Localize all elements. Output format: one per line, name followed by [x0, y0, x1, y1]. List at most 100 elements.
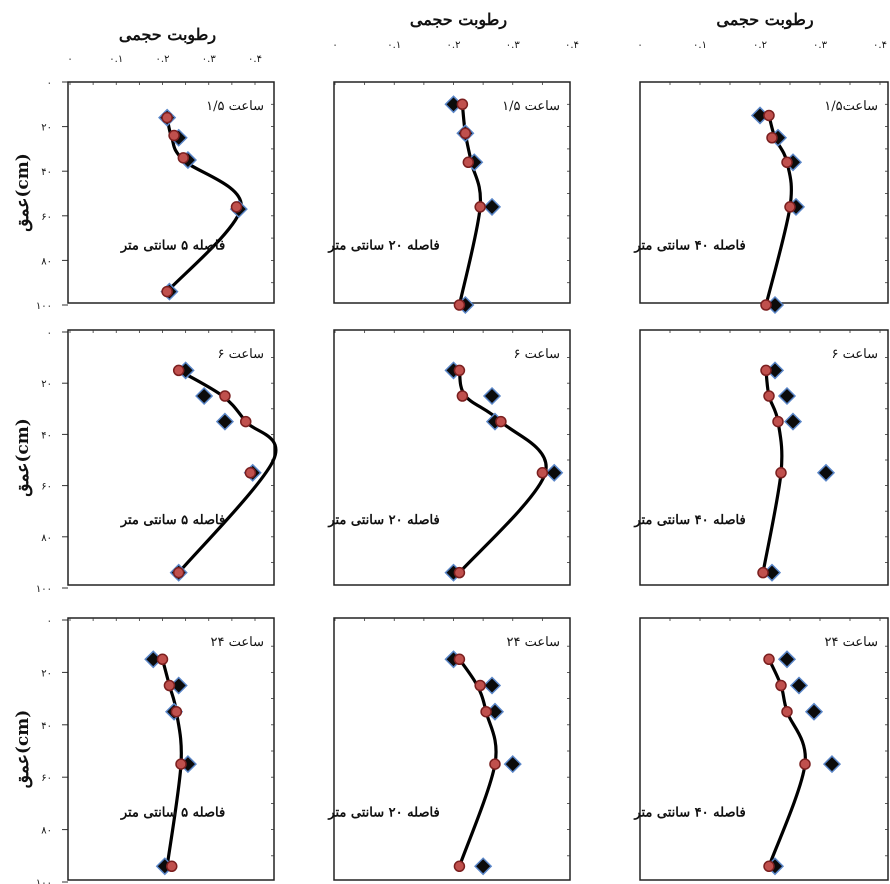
diamond-marker [777, 650, 797, 669]
diamond-marker [777, 386, 797, 406]
circle-marker [772, 415, 784, 428]
circle-marker [536, 467, 549, 479]
x-tick-label: ۰.۳ [202, 54, 217, 65]
y-tick-label: ۲۰ [41, 379, 52, 390]
y-tick-label: ۸۰ [41, 533, 52, 544]
circle-marker [177, 152, 190, 164]
circle-marker [161, 285, 173, 298]
circle-marker [775, 467, 787, 479]
x-tick-label: ۰.۳ [813, 40, 828, 51]
plot-frame [333, 81, 571, 304]
x-tick-label: ۰.۲ [753, 40, 767, 51]
spacing-label: فاصله ۴۰ سانتی متر [633, 806, 745, 821]
spacing-label: فاصله ۵ سانتی متر [120, 806, 225, 821]
fitted-curve [177, 368, 278, 575]
spacing-label: فاصله ۴۰ سانتی متر [633, 513, 745, 528]
circle-marker [170, 705, 183, 718]
diamond-marker [215, 412, 234, 431]
plot-frame [67, 81, 275, 304]
y-tick-label: ۶۰ [41, 212, 52, 223]
diamond-marker [482, 386, 502, 406]
circle-marker [489, 758, 501, 770]
circle-marker [456, 98, 469, 111]
y-tick-label: ۴۰ [41, 167, 52, 178]
y-axis-title-text: عمق(cm) [13, 418, 33, 497]
circle-marker [781, 705, 793, 718]
plot-frame [333, 329, 571, 586]
x-tick-label: ۰.۴ [565, 40, 579, 51]
circle-marker [219, 390, 231, 402]
y-tick-label: ۱۰۰ [36, 584, 52, 595]
circle-marker [760, 364, 772, 377]
circle-marker [784, 201, 796, 213]
y-tick-label: ۰ [47, 328, 52, 339]
spacing-label: فاصله ۲۰ سانتی متر [327, 238, 439, 253]
circle-marker [760, 299, 772, 311]
x-tick-label: ۰ [67, 54, 72, 65]
y-axis-title-text: عمق(cm) [13, 710, 33, 789]
circle-marker [799, 758, 811, 770]
y-tick-label: ۱۰۰ [36, 301, 52, 312]
plot-frame [639, 329, 889, 586]
circle-marker [453, 364, 466, 377]
x-tick-label: ۰.۴ [248, 54, 262, 65]
circle-marker [763, 390, 775, 402]
circle-marker [757, 566, 769, 579]
circle-marker [462, 156, 475, 169]
spacing-label: فاصله ۵ سانتی متر [120, 513, 225, 528]
circle-marker [156, 653, 169, 666]
circle-marker [474, 679, 486, 692]
x-tick-label: ۰ [637, 40, 642, 51]
y-tick-label: ۶۰ [41, 482, 52, 493]
diamond-marker [545, 463, 564, 482]
circle-marker [763, 860, 775, 873]
circle-marker [453, 299, 466, 311]
spacing-label: فاصله ۵ سانتی متر [120, 238, 225, 253]
y-tick-label: ۸۰ [41, 256, 52, 267]
y-axis-title: عمق(cm) [13, 418, 33, 497]
circle-marker [172, 566, 185, 579]
circle-marker [763, 109, 775, 122]
y-tick-label: ۲۰ [41, 668, 52, 679]
circle-marker [480, 705, 492, 718]
plot-frame [639, 617, 889, 881]
diamond-marker [503, 755, 522, 774]
x-tick-label: ۰.۴ [873, 40, 887, 51]
circle-marker [172, 364, 185, 377]
y-tick-label: ۴۰ [41, 430, 52, 441]
time-label: ۶ ساعت [831, 347, 878, 362]
y-axis-title-text: عمق(cm) [13, 153, 33, 232]
spacing-label: فاصله ۲۰ سانتی متر [327, 806, 439, 821]
circle-marker [766, 132, 778, 144]
circle-marker [161, 111, 173, 124]
y-tick-label: ۶۰ [41, 773, 52, 784]
circle-marker [495, 415, 507, 428]
circle-marker [244, 467, 257, 479]
y-axis-title: عمق(cm) [13, 710, 33, 789]
circle-marker [775, 679, 787, 692]
circle-marker [453, 860, 466, 873]
y-tick-label: ۲۰ [41, 123, 52, 134]
diamond-marker [474, 857, 493, 876]
y-tick-label: ۰ [47, 616, 52, 627]
x-tick-label: ۰.۲ [156, 54, 170, 65]
circle-marker [459, 127, 472, 140]
time-label: ۱/۵ ساعت [502, 99, 560, 114]
circle-marker [240, 415, 252, 428]
x-axis-title: رطوبت حجمی [410, 10, 508, 30]
diamond-marker [783, 412, 803, 431]
x-tick-label: ۰ [332, 40, 337, 51]
diamond-marker [816, 463, 836, 482]
time-label: ۲۴ ساعت [211, 635, 265, 650]
diamond-marker [822, 755, 842, 774]
circle-marker [175, 758, 187, 770]
spacing-label: فاصله ۲۰ سانتی متر [327, 513, 439, 528]
circle-marker [168, 129, 180, 142]
diamond-marker [482, 197, 502, 216]
y-tick-label: ۱۰۰ [36, 878, 52, 884]
x-tick-label: ۰.۱ [693, 40, 707, 51]
time-label: ۱/۵ ساعت [206, 99, 264, 114]
circle-marker [166, 860, 178, 873]
y-tick-label: ۴۰ [41, 721, 52, 732]
plot-frame [333, 617, 571, 881]
